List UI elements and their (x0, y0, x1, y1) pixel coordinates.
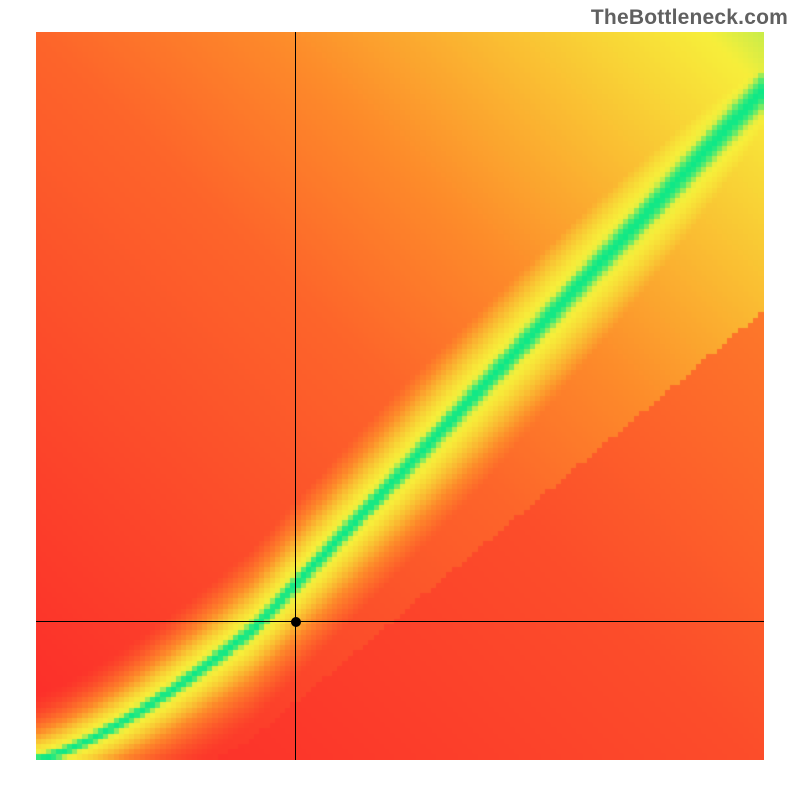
crosshair-vertical (295, 32, 296, 760)
heatmap-canvas (36, 32, 764, 760)
watermark-text: TheBottleneck.com (591, 6, 788, 30)
crosshair-horizontal (36, 621, 764, 622)
crosshair-dot (291, 617, 301, 627)
plot-frame (36, 32, 764, 760)
chart-container: TheBottleneck.com (0, 0, 800, 800)
